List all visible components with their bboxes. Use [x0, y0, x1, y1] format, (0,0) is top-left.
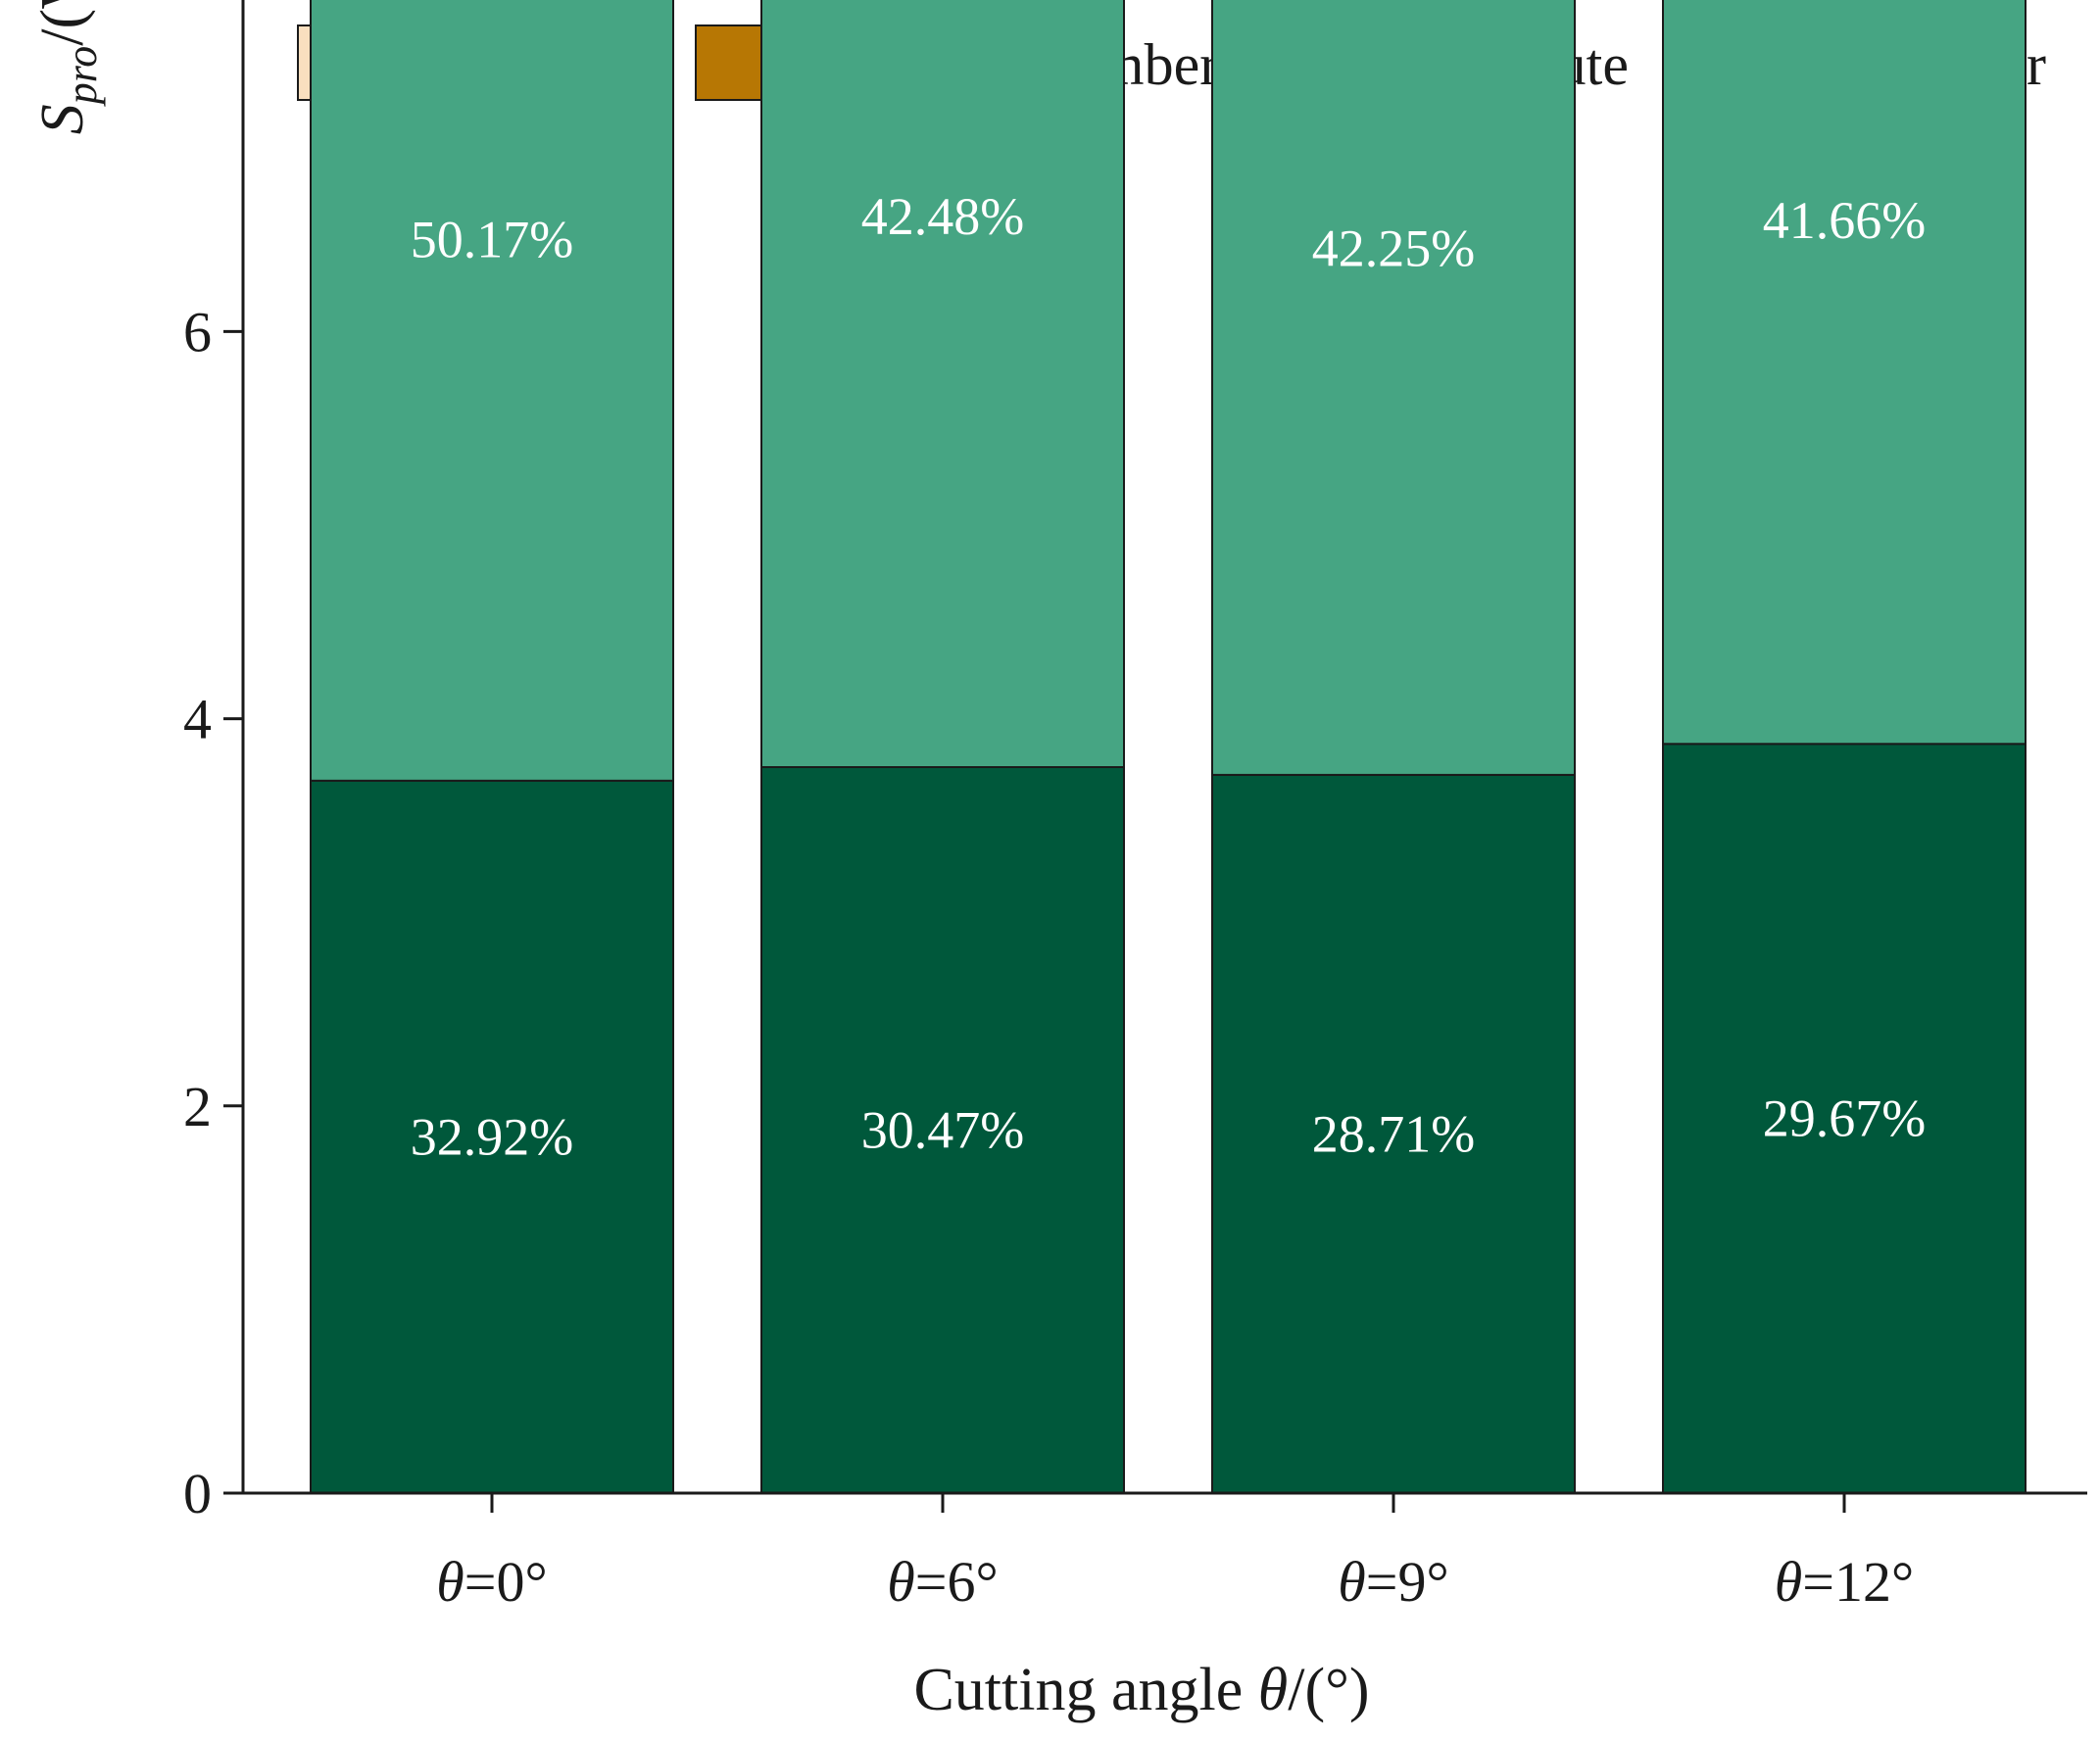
bar-volute-0: [310, 0, 674, 782]
data-label-impeller-0: 32.92%: [411, 1107, 573, 1166]
bar-volute-2: [1211, 0, 1576, 776]
x-axis-title: Cutting angle θ/(°): [913, 1657, 1369, 1723]
axes: θ=0°θ=6°θ=9°θ=12°02468101214: [183, 0, 2087, 1614]
y-tick-label: 6: [183, 300, 212, 363]
x-tick-label: θ=6°: [887, 1550, 998, 1614]
y-tick-label: 2: [183, 1075, 212, 1138]
bar-impeller-3: [1662, 743, 2027, 1494]
x-tick-label: θ=9°: [1338, 1550, 1448, 1614]
data-label-impeller-3: 29.67%: [1763, 1089, 1926, 1148]
bar-volute-3: [1662, 0, 2027, 746]
bar-impeller-2: [1211, 773, 1576, 1494]
x-tick-label: θ=12°: [1775, 1550, 1914, 1614]
x-tick-label: θ=0°: [436, 1550, 547, 1614]
bar-volute-1: [760, 0, 1125, 768]
axis-titles: Spro/(W/K) Cutting angle θ/(°): [29, 0, 1370, 1723]
data-label-volute-3: 41.66%: [1763, 191, 1926, 250]
y-tick-label: 4: [183, 688, 212, 751]
data-label-volute-0: 50.17%: [411, 211, 573, 269]
y-axis-title: Spro/(W/K): [29, 0, 106, 134]
data-label-impeller-1: 30.47%: [861, 1101, 1024, 1160]
y-tick-label: 0: [183, 1462, 212, 1525]
data-label-volute-1: 42.48%: [861, 187, 1024, 246]
bar-impeller-0: [310, 779, 674, 1494]
bars: 32.92%50.17%15.62%30.47%42.48%22.07%28.7…: [310, 0, 2027, 1494]
data-label-impeller-2: 28.71%: [1312, 1104, 1475, 1163]
data-label-volute-2: 42.25%: [1312, 218, 1475, 277]
